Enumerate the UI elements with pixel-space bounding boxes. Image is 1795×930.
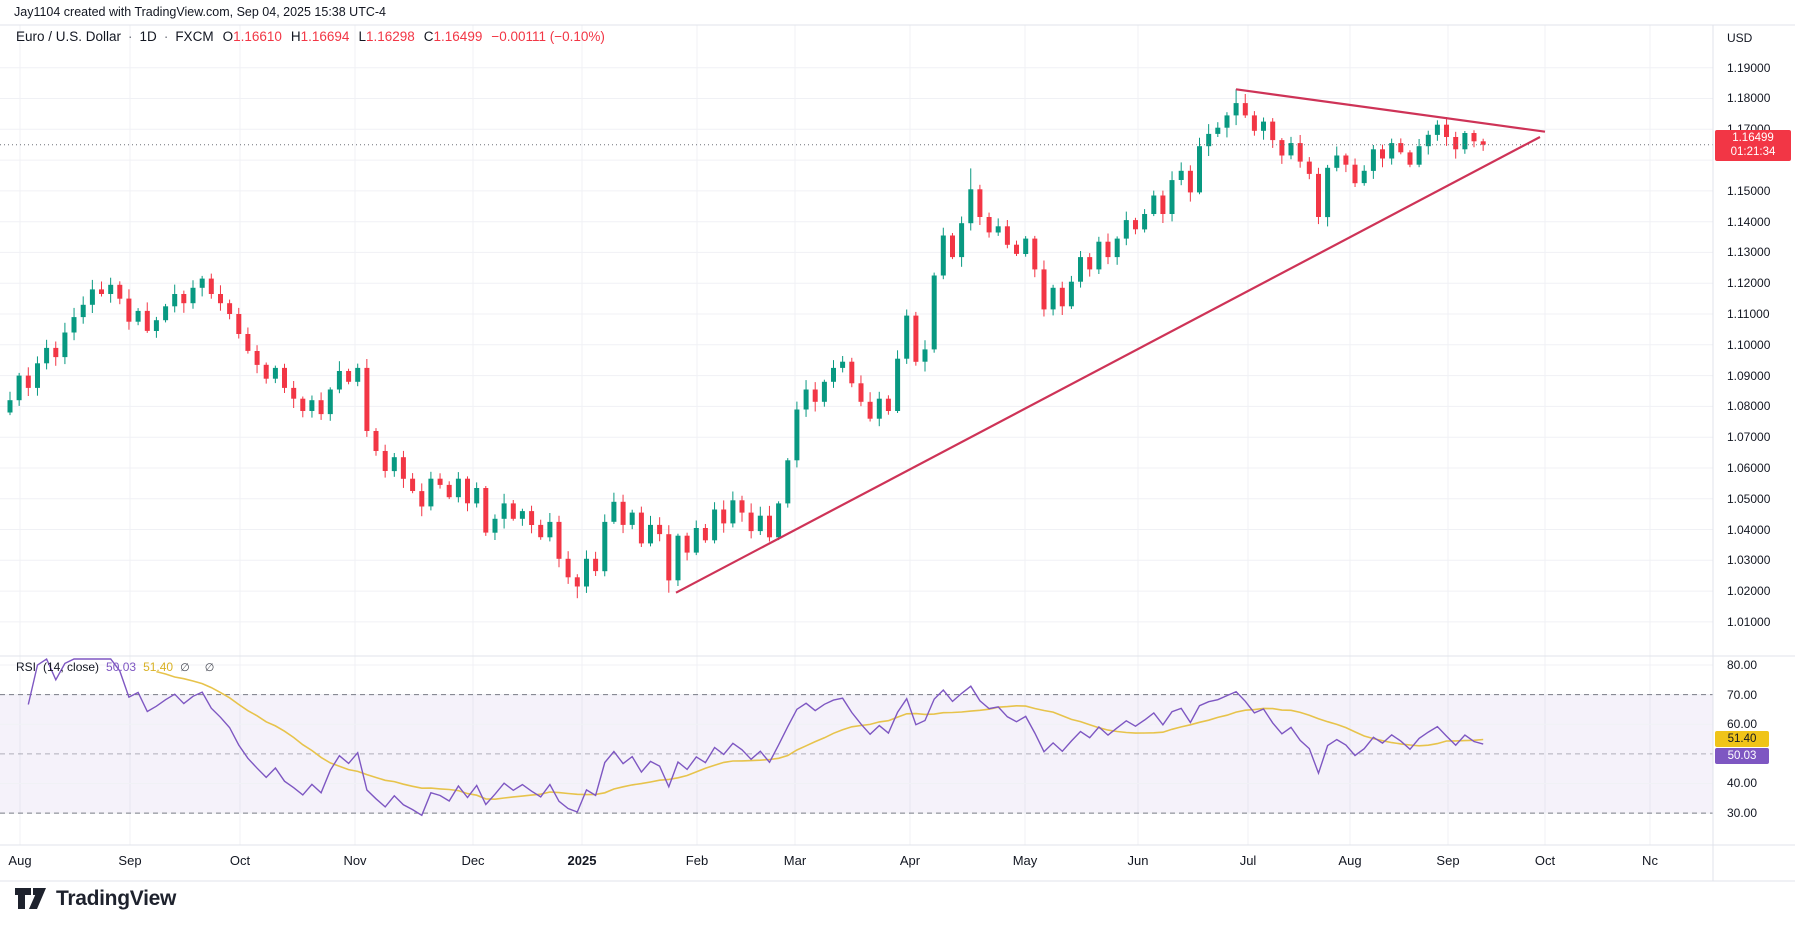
price-axis-label: 1.14000 (1727, 214, 1771, 229)
tradingview-logo-text: TradingView (56, 887, 177, 910)
time-axis-label: Aug (1338, 853, 1362, 868)
ohlc-high: H1.16694 (290, 29, 350, 44)
time-axis-label: Apr (899, 853, 921, 868)
tradingview-logo[interactable]: TradingView (14, 886, 176, 912)
price-axis-label: 1.07000 (1727, 430, 1771, 445)
rsi-title[interactable]: RSI (16, 660, 37, 674)
time-axis-label: Nc (1642, 853, 1658, 868)
exchange-label: FXCM (175, 29, 214, 44)
rsi-axis-label: 40.00 (1727, 776, 1758, 791)
rsi-legend[interactable]: RSI (14, close) 50.03 51.40 ∅ ∅ (16, 660, 220, 674)
rsi-ma-value: 51.40 (143, 660, 174, 674)
rsi-ma-badge: 51.40 (1715, 731, 1769, 747)
price-axis-label: 1.19000 (1727, 60, 1771, 75)
price-axis-label: 1.01000 (1727, 614, 1771, 629)
rsi-axis-label: 60.00 (1727, 717, 1758, 732)
separator-dot: · (163, 29, 169, 44)
separator-dot: · (128, 29, 133, 44)
rsi-axis-label: 70.00 (1727, 687, 1758, 702)
rsi-axis-label: 30.00 (1727, 806, 1758, 821)
price-axis-label: 1.05000 (1727, 491, 1771, 506)
time-axis-label: Sep (1436, 853, 1460, 868)
price-axis-label: 1.06000 (1727, 460, 1771, 475)
interval-label[interactable]: 1D (139, 29, 157, 44)
rsi-hidden-plots: ∅ ∅ (180, 662, 221, 674)
price-axis-label: 1.18000 (1727, 91, 1771, 106)
time-axis-label: 2025 (567, 853, 597, 868)
price-axis-label: 1.02000 (1727, 584, 1771, 599)
time-axis-label: Oct (229, 853, 251, 868)
triangle-lower-trendline[interactable] (675, 136, 1541, 594)
price-axis-label: 1.04000 (1727, 522, 1771, 537)
rsi-value: 50.03 (106, 660, 137, 674)
change-value: −0.00111 (−0.10%) (491, 29, 605, 44)
time-axis-label: Feb (685, 853, 709, 868)
attribution-text: Jay1104 created with TradingView.com, Se… (14, 5, 386, 19)
price-axis-currency: USD (1727, 31, 1753, 45)
rsi-value-badge: 50.03 (1715, 748, 1769, 764)
rsi-params: (14, close) (43, 660, 100, 674)
price-axis-label: 1.13000 (1727, 245, 1771, 260)
last-price-badge: 1.16499 01:21:34 (1715, 129, 1791, 161)
triangle-upper-trendline[interactable] (1235, 88, 1546, 133)
symbol-header[interactable]: Euro / U.S. Dollar · 1D · FXCM O1.16610 … (16, 29, 605, 44)
price-axis-label: 1.03000 (1727, 553, 1771, 568)
price-axis-label: 1.09000 (1727, 368, 1771, 383)
ohlc-open: O1.16610 (222, 29, 282, 44)
price-axis-label: 1.10000 (1727, 337, 1771, 352)
time-axis-label: Jun (1127, 853, 1149, 868)
time-axis-label: Sep (118, 853, 142, 868)
price-axis-label: 1.12000 (1727, 276, 1771, 291)
time-axis-label: Jul (1239, 853, 1257, 868)
last-price-value: 1.16499 (1732, 131, 1774, 144)
ohlc-low: L1.16298 (358, 29, 415, 44)
tradingview-logo-icon (15, 888, 46, 909)
time-axis-label: Nov (343, 853, 367, 868)
time-axis-label: Aug (8, 853, 32, 868)
symbol-name[interactable]: Euro / U.S. Dollar (16, 29, 122, 44)
time-axis-label: May (1012, 853, 1038, 868)
bar-countdown: 01:21:34 (1730, 146, 1776, 159)
price-axis-label: 1.08000 (1727, 399, 1771, 414)
price-axis-label: 1.11000 (1727, 307, 1770, 322)
time-axis-label: Oct (1534, 853, 1556, 868)
ohlc-close: C1.16499 (423, 29, 483, 44)
time-axis-label: Mar (783, 853, 807, 868)
price-axis-label: 1.15000 (1727, 183, 1771, 198)
time-axis-label: Dec (461, 853, 485, 868)
rsi-axis-label: 80.00 (1727, 658, 1758, 672)
